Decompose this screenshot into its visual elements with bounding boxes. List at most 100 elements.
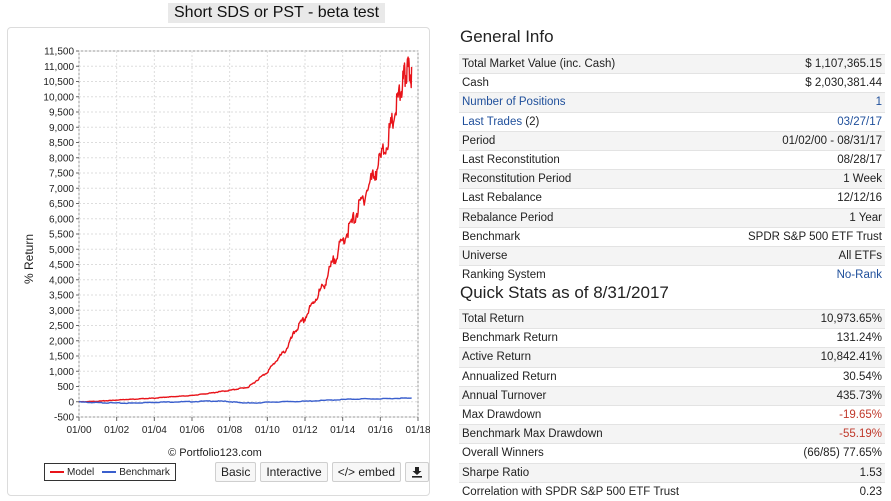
chart-title: Short SDS or PST - beta test xyxy=(168,3,386,23)
legend-label-benchmark: Benchmark xyxy=(119,466,170,478)
quick-stats-title: Quick Stats as of 8/31/2017 xyxy=(460,283,669,302)
stat-value: 1.53 xyxy=(767,462,885,483)
y-tick-label: 1,000 xyxy=(49,367,74,378)
y-tick-label: 5,500 xyxy=(49,230,74,241)
y-tick-label: 4,500 xyxy=(49,260,74,271)
info-row: Last Reconstitution 08/28/17 xyxy=(459,149,885,170)
stat-label: Annual Turnover xyxy=(459,385,768,406)
y-tick-label: 8,000 xyxy=(49,153,74,164)
info-label: Universe xyxy=(459,245,686,266)
y-tick-label: 500 xyxy=(57,382,74,393)
stat-value: 0.23 xyxy=(767,481,885,501)
stat-row: Sharpe Ratio 1.53 xyxy=(459,462,885,483)
y-tick-label: 4,000 xyxy=(49,275,74,286)
y-tick-label: 5,000 xyxy=(49,245,74,256)
y-tick-label: 9,000 xyxy=(49,123,74,134)
info-label: Reconstitution Period xyxy=(459,169,686,189)
info-row: Last Trades (2) 03/27/17 xyxy=(459,111,885,132)
info-row: Number of Positions 1 xyxy=(459,92,885,113)
info-row: Ranking System No-Rank xyxy=(459,265,885,285)
legend-swatch-model xyxy=(50,471,64,473)
y-tick-label: 7,000 xyxy=(49,184,74,195)
x-tick-label: 01/08 xyxy=(217,425,242,436)
basic-button[interactable]: Basic xyxy=(215,462,257,482)
info-value[interactable]: 03/27/17 xyxy=(685,111,885,132)
info-value: 1 Week xyxy=(685,169,885,189)
last-trades-count: (2) xyxy=(525,115,540,128)
x-tick-label: 01/18 xyxy=(405,425,430,436)
info-label: Rebalance Period xyxy=(459,207,686,228)
y-tick-label: 3,500 xyxy=(49,291,74,302)
series-line-benchmark xyxy=(78,397,412,405)
y-tick-label: 0 xyxy=(68,397,74,408)
x-axis-ticks: 01/00 01/02 01/04 01/06 01/08 01/10 01/12 01/14… xyxy=(66,417,430,436)
info-row: Benchmark SPDR S&P 500 ETF Trust xyxy=(459,226,885,247)
stat-label: Max Drawdown xyxy=(459,404,768,425)
info-label-link[interactable]: Last Trades xyxy=(462,115,523,128)
info-value: 12/12/16 xyxy=(685,188,885,208)
y-axis-ticks: -500 0 500 1,000 1,500 2,000 2,500 3,000 3,500 4,… xyxy=(43,47,79,424)
info-value: SPDR S&P 500 ETF Trust xyxy=(685,226,885,247)
stat-row: Correlation with SPDR S&P 500 ETF Trust 0… xyxy=(459,481,885,501)
x-tick-label: 01/04 xyxy=(142,425,167,436)
info-label: Total Market Value (inc. Cash) xyxy=(459,53,686,74)
info-value: 1 Year xyxy=(685,207,885,228)
info-row: Last Rebalance 12/12/16 xyxy=(459,188,885,208)
info-value: $ 2,030,381.44 xyxy=(685,73,885,93)
info-value: 01/02/00 - 08/31/17 xyxy=(685,130,885,151)
x-tick-label: 01/16 xyxy=(368,425,393,436)
stat-row: Annualized Return 30.54% xyxy=(459,366,885,387)
x-tick-label: 01/10 xyxy=(255,425,280,436)
info-label: Ranking System xyxy=(459,265,686,285)
stat-row: Benchmark Max Drawdown -55.19% xyxy=(459,424,885,444)
info-value[interactable]: 1 xyxy=(685,92,885,113)
info-row: Universe All ETFs xyxy=(459,245,885,266)
info-label: Number of Positions xyxy=(459,92,686,113)
stat-row: Benchmark Return 131.24% xyxy=(459,328,885,348)
info-label: Period xyxy=(459,130,686,151)
info-row: Rebalance Period 1 Year xyxy=(459,207,885,228)
info-label: Cash xyxy=(459,73,686,93)
interactive-button[interactable]: Interactive xyxy=(260,462,328,482)
y-tick-label: 8,500 xyxy=(49,138,74,149)
stat-label: Benchmark Return xyxy=(459,328,768,348)
x-tick-label: 01/12 xyxy=(292,425,317,436)
embed-button[interactable]: </> embed xyxy=(331,462,402,482)
info-label: Last Reconstitution xyxy=(459,149,686,170)
stat-row: Annual Turnover 435.73% xyxy=(459,385,885,406)
stat-value: 10,842.41% xyxy=(767,347,885,368)
y-tick-label: 10,500 xyxy=(43,77,74,88)
stat-label: Sharpe Ratio xyxy=(459,462,768,483)
chart-grid xyxy=(78,50,419,418)
stat-row: Total Return 10,973.65% xyxy=(459,308,885,329)
info-row: Cash $ 2,030,381.44 xyxy=(459,73,885,93)
y-axis-label: % Return xyxy=(22,234,36,284)
x-tick-label: 01/00 xyxy=(66,425,91,436)
series-line-model xyxy=(78,56,413,403)
stat-value: -19.65% xyxy=(767,404,885,425)
stat-row: Max Drawdown -19.65% xyxy=(459,404,885,425)
info-label-link[interactable]: Number of Positions xyxy=(462,96,566,109)
info-row: Reconstitution Period 1 Week xyxy=(459,169,885,189)
legend-item-model: Model xyxy=(50,467,94,478)
info-value: All ETFs xyxy=(685,245,885,266)
y-tick-label: 6,000 xyxy=(49,214,74,225)
y-tick-label: 1,500 xyxy=(49,352,74,363)
y-tick-label: 7,500 xyxy=(49,169,74,180)
stat-value: 10,973.65% xyxy=(767,308,885,329)
info-value[interactable]: No-Rank xyxy=(685,265,885,285)
chart-credit: © Portfolio123.com xyxy=(168,447,262,459)
stat-value: 131.24% xyxy=(767,328,885,348)
stat-value: (66/85) 77.65% xyxy=(767,443,885,463)
download-button[interactable] xyxy=(405,462,430,482)
general-info-title: General Info xyxy=(460,27,554,46)
return-chart[interactable]: % Return -500 0 500 1,000 1,500 2,000 2,500 3,0… xyxy=(7,27,430,460)
x-tick-label: 01/14 xyxy=(330,425,355,436)
stat-value: 435.73% xyxy=(767,385,885,406)
info-row: Period 01/02/00 - 08/31/17 xyxy=(459,130,885,151)
x-tick-label: 01/06 xyxy=(179,425,204,436)
y-tick-label: -500 xyxy=(54,413,74,424)
info-row: Total Market Value (inc. Cash) $ 1,107,36… xyxy=(459,53,885,74)
y-tick-label: 2,000 xyxy=(49,336,74,347)
x-tick-label: 01/02 xyxy=(104,425,129,436)
